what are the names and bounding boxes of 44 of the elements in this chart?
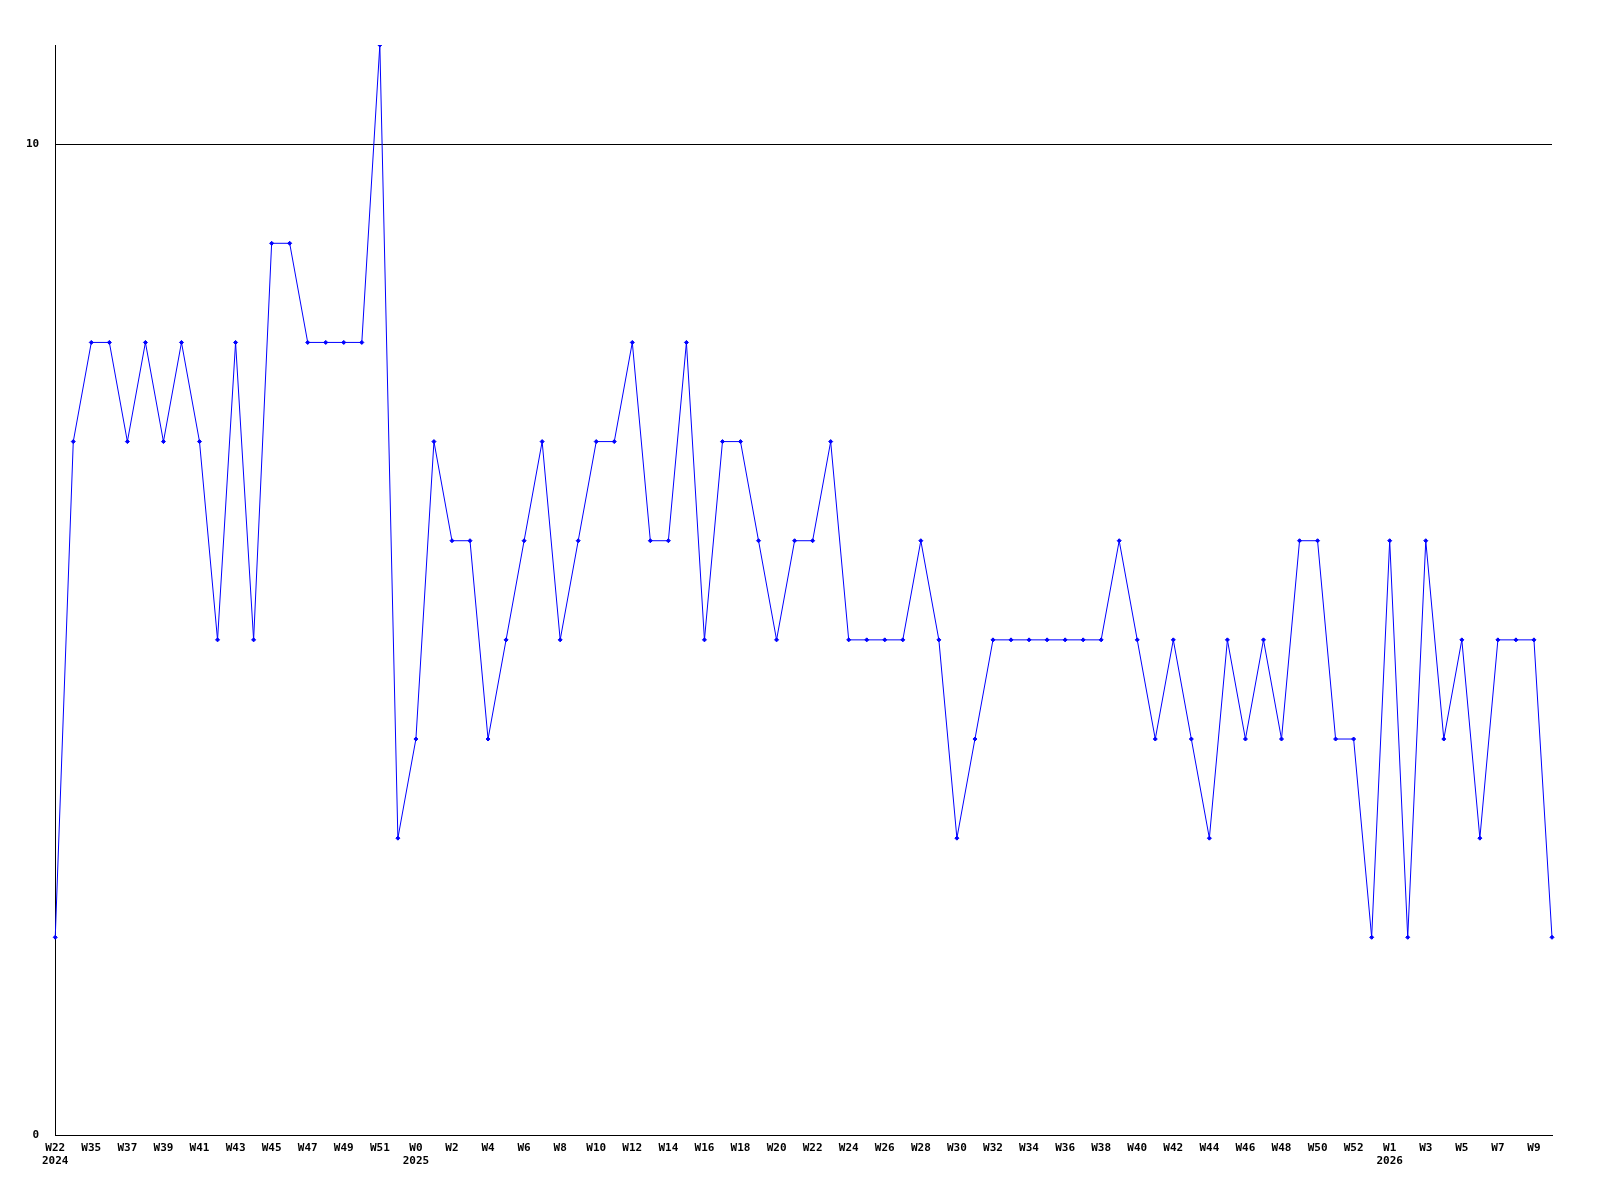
x-tick-label: W22: [802, 1141, 823, 1155]
x-tick-label: W48: [1271, 1141, 1292, 1155]
x-tick-label: W35: [81, 1141, 102, 1155]
x-tick-label: W39: [153, 1141, 174, 1155]
x-tick-label: W12: [622, 1141, 643, 1155]
x-tick-label: W1 2026: [1376, 1141, 1404, 1168]
x-tick-label: W16: [694, 1141, 715, 1155]
x-tick-label: W18: [730, 1141, 751, 1155]
x-tick-label: W44: [1199, 1141, 1220, 1155]
x-tick-label: W34: [1019, 1141, 1040, 1155]
x-tick-label: W40: [1127, 1141, 1148, 1155]
x-tick-label: W7: [1491, 1141, 1505, 1155]
x-tick-label: W50: [1307, 1141, 1328, 1155]
x-tick-label: W4: [481, 1141, 496, 1155]
x-tick-label: W22 2024: [42, 1141, 69, 1168]
x-tick-label: W43: [225, 1141, 246, 1155]
x-tick-label: W30: [946, 1141, 967, 1155]
x-tick-label: W47: [297, 1141, 318, 1155]
x-tick-label: W52: [1343, 1141, 1364, 1155]
x-tick-label: W24: [838, 1141, 860, 1155]
x-tick-label: W5: [1455, 1141, 1469, 1155]
x-tick-label: W37: [117, 1141, 138, 1155]
x-tick-label: W45: [261, 1141, 282, 1155]
x-tick-label: W42: [1163, 1141, 1184, 1155]
x-tick-label: W32: [983, 1141, 1003, 1155]
x-tick-label: W38: [1091, 1141, 1112, 1155]
y-tick-label: 0: [32, 1128, 40, 1142]
x-tick-label: W49: [333, 1141, 354, 1155]
x-tick-label: W41: [189, 1141, 210, 1155]
x-tick-label: W0 2025: [402, 1141, 430, 1168]
x-tick-label: W10: [586, 1141, 607, 1155]
x-tick-label: W2: [445, 1141, 459, 1155]
x-tick-label: W28: [910, 1141, 931, 1155]
x-tick-label: W3: [1419, 1141, 1433, 1155]
x-tick-label: W51: [369, 1141, 391, 1155]
x-tick-label: W6: [517, 1141, 532, 1155]
x-tick-label: W26: [874, 1141, 896, 1155]
y-tick-label: 10: [26, 137, 40, 150]
x-tick-label: W14: [658, 1141, 679, 1155]
x-tick-label: W9: [1527, 1141, 1541, 1155]
x-tick-label: W36: [1055, 1141, 1076, 1155]
x-tick-label: W8: [553, 1141, 567, 1155]
x-tick-label: W46: [1235, 1141, 1256, 1155]
x-tick-label: W20: [766, 1141, 787, 1155]
